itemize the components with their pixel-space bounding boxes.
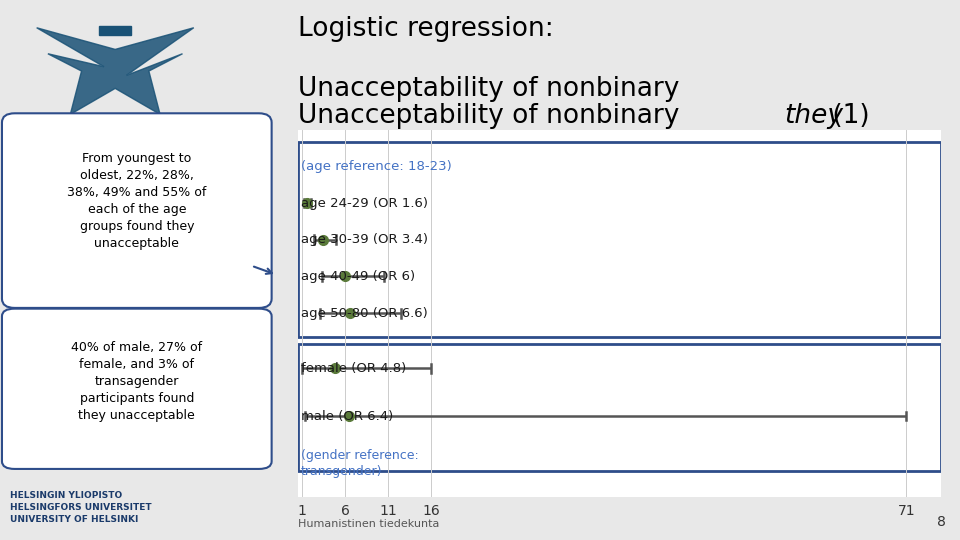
FancyBboxPatch shape [298, 345, 941, 471]
Polygon shape [100, 26, 131, 35]
Text: age 30-39 (OR 3.4): age 30-39 (OR 3.4) [300, 233, 428, 246]
Polygon shape [36, 28, 194, 114]
FancyBboxPatch shape [298, 143, 941, 337]
Text: age 24-29 (OR 1.6): age 24-29 (OR 1.6) [300, 197, 428, 210]
Text: female (OR 4.8): female (OR 4.8) [300, 362, 406, 375]
Text: male (OR 6.4): male (OR 6.4) [300, 409, 393, 422]
Text: (1): (1) [825, 103, 870, 129]
Text: (gender reference:
transgender): (gender reference: transgender) [300, 449, 419, 478]
Text: Unacceptability of nonbinary: Unacceptability of nonbinary [298, 76, 687, 102]
Text: HELSINGIN YLIOPISTO
HELSINGFORS UNIVERSITET
UNIVERSITY OF HELSINKI: HELSINGIN YLIOPISTO HELSINGFORS UNIVERSI… [10, 491, 152, 524]
Text: From youngest to
oldest, 22%, 28%,
38%, 49% and 55% of
each of the age
groups fo: From youngest to oldest, 22%, 28%, 38%, … [67, 152, 206, 251]
Text: they: they [784, 103, 844, 129]
Text: 40% of male, 27% of
female, and 3% of
transagender
participants found
they unacc: 40% of male, 27% of female, and 3% of tr… [71, 341, 203, 422]
Text: Unacceptability of nonbinary: Unacceptability of nonbinary [298, 103, 687, 129]
Text: age 40-49 (OR 6): age 40-49 (OR 6) [300, 270, 415, 283]
Text: age 50-80 (OR 6.6): age 50-80 (OR 6.6) [300, 307, 427, 320]
Text: 8: 8 [937, 515, 946, 529]
FancyBboxPatch shape [2, 113, 272, 308]
Text: Logistic regression:: Logistic regression: [298, 16, 553, 42]
FancyBboxPatch shape [2, 309, 272, 469]
Text: (age reference: 18-23): (age reference: 18-23) [300, 160, 451, 173]
Text: Humanistinen tiedekunta: Humanistinen tiedekunta [298, 519, 439, 529]
